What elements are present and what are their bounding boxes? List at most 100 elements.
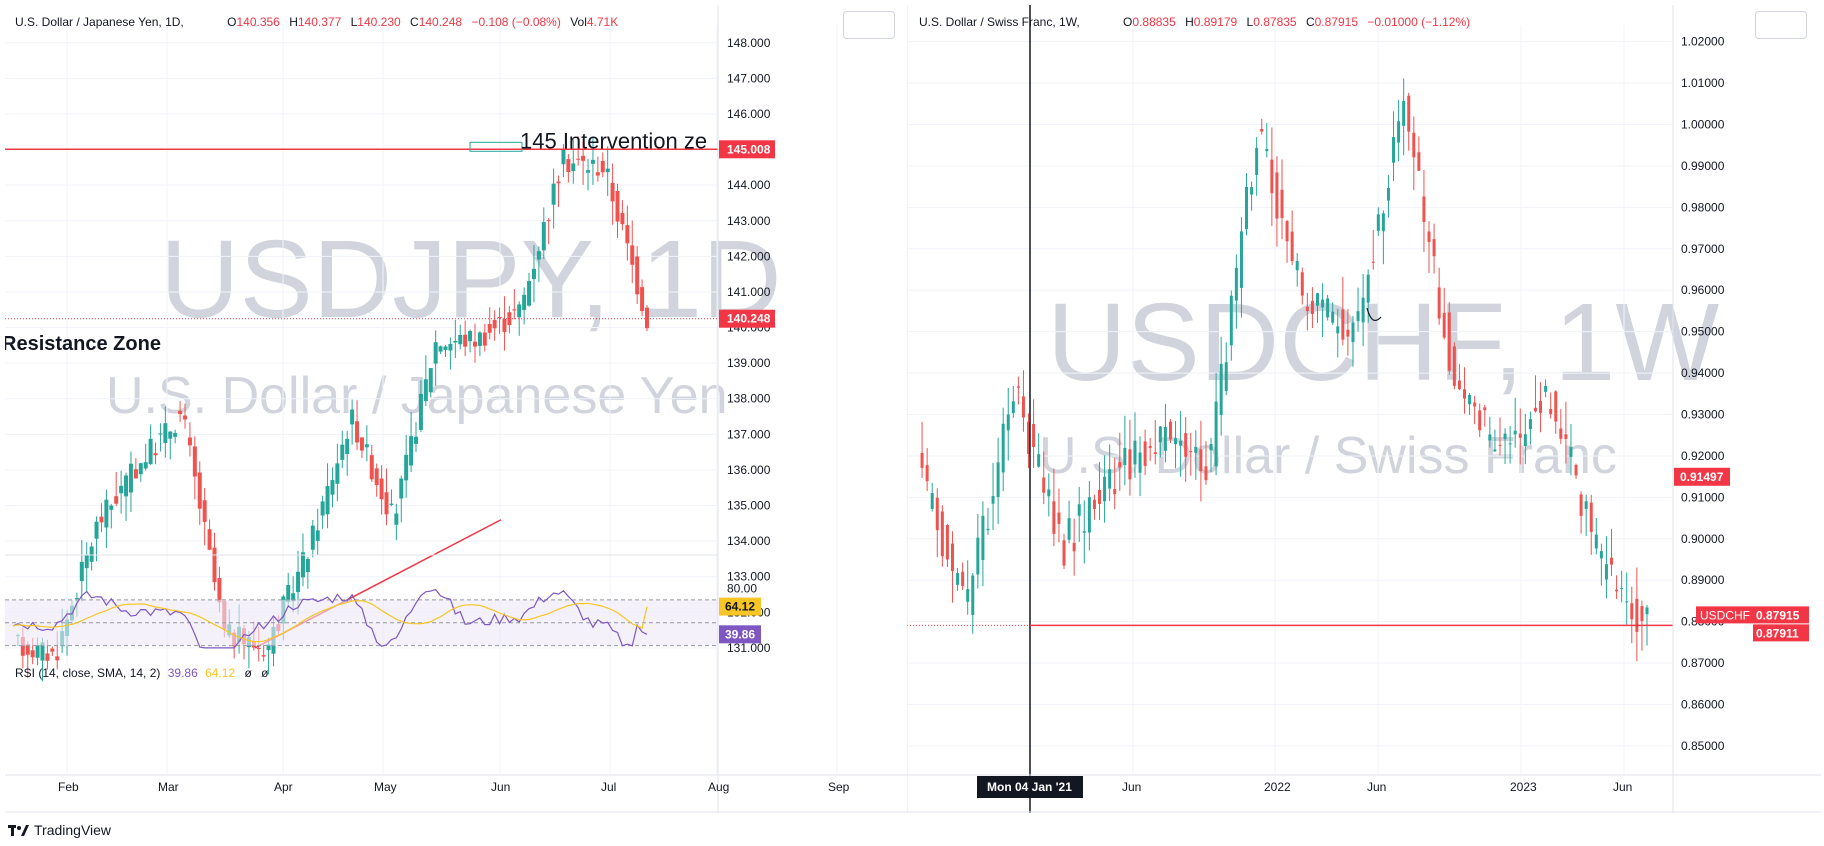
candle-body <box>310 525 315 550</box>
candle-body <box>1179 440 1183 446</box>
chart-settings-button[interactable] <box>1755 11 1807 39</box>
candle <box>414 422 419 452</box>
candle-body <box>930 493 934 509</box>
candle-body <box>635 256 640 295</box>
candle <box>1346 308 1350 356</box>
price-level-tag-text: 145.008 <box>727 142 771 156</box>
candle-body <box>1042 477 1046 493</box>
candle-body <box>640 287 645 312</box>
candle <box>1168 419 1172 444</box>
line-price-tag-text: 0.87911 <box>1756 626 1799 640</box>
candle <box>1280 159 1284 240</box>
candle <box>1001 407 1005 492</box>
candle-body <box>261 655 266 657</box>
candle <box>99 503 104 533</box>
candle <box>153 442 158 465</box>
candle-body <box>477 332 482 346</box>
open-label: O <box>227 15 237 29</box>
candle <box>1503 428 1507 465</box>
price-tick-label: 1.00000 <box>1681 117 1725 131</box>
candle-body <box>1579 494 1583 516</box>
volume-label: Vol <box>570 15 587 29</box>
candle <box>1376 207 1380 236</box>
candle <box>517 301 522 336</box>
candle <box>1245 173 1249 236</box>
candle-body <box>1006 414 1010 431</box>
candle <box>1331 302 1335 325</box>
candle <box>1229 290 1233 361</box>
candle <box>536 246 541 282</box>
candle <box>1270 127 1274 226</box>
candle <box>114 471 119 507</box>
candle <box>1630 586 1634 644</box>
candle <box>971 573 975 634</box>
candle-body <box>320 501 325 516</box>
candle <box>1599 543 1603 586</box>
candle-body <box>1549 409 1553 415</box>
candle-body <box>996 462 1000 497</box>
candle <box>1341 276 1345 346</box>
candle <box>330 467 335 508</box>
candle <box>1371 229 1375 270</box>
open-label: O <box>1123 15 1133 29</box>
high-value: 140.377 <box>297 15 342 29</box>
candle-body <box>399 478 404 499</box>
candle-body <box>1224 362 1228 391</box>
candle <box>546 218 551 245</box>
candle <box>1082 500 1086 564</box>
last-price-tag <box>1753 606 1809 624</box>
candle-body <box>315 530 320 541</box>
open-value: 0.88835 <box>1132 15 1176 29</box>
candle-body <box>414 436 419 444</box>
chart-settings-button[interactable] <box>843 11 895 39</box>
candle <box>1584 494 1588 537</box>
candle <box>305 556 310 589</box>
candle <box>94 516 99 562</box>
candle-body <box>1305 306 1309 312</box>
candle-body <box>1488 434 1492 441</box>
candle-body <box>438 346 443 352</box>
price-tick-label: 137.000 <box>727 427 771 441</box>
candle <box>1098 462 1101 521</box>
candle <box>527 272 532 307</box>
candle <box>625 205 630 261</box>
candle <box>25 641 30 679</box>
candle <box>433 330 438 386</box>
candle-body <box>522 294 527 310</box>
usdjpy-symbol-name: U.S. Dollar / Japanese Yen, 1D, <box>15 15 184 29</box>
candle-body <box>468 331 473 342</box>
candle-body <box>991 496 995 504</box>
price-tick-label: 0.97000 <box>1681 242 1725 256</box>
candle <box>620 200 625 231</box>
candle-body <box>1168 421 1172 440</box>
price-tick-label: 0.96000 <box>1681 283 1725 297</box>
candle <box>315 508 320 556</box>
intervention-zone-box[interactable] <box>469 141 523 152</box>
candle-body <box>615 191 620 222</box>
candle-body <box>1103 476 1107 502</box>
last-price-tag <box>719 309 775 328</box>
candle <box>1052 468 1056 547</box>
candle-body <box>1021 396 1025 418</box>
candle-body <box>1463 389 1466 399</box>
candle <box>1108 444 1112 502</box>
candle <box>502 296 507 351</box>
time-tick-label: Jun <box>1613 780 1632 794</box>
candle <box>399 475 404 523</box>
candle-body <box>1082 531 1086 533</box>
candle <box>1437 267 1441 325</box>
last-price-tag-text: 140.248 <box>727 312 771 326</box>
candle-body <box>1569 446 1573 457</box>
candle-body <box>925 465 929 482</box>
candle <box>1032 399 1036 468</box>
candle-body <box>202 500 207 522</box>
candle <box>1478 403 1482 437</box>
price-tick-label: 141.000 <box>727 285 771 299</box>
candle <box>1275 156 1279 247</box>
candle <box>143 443 148 471</box>
tradingview-logo-icon <box>8 825 29 836</box>
candle-body <box>600 160 605 173</box>
candle-body <box>1361 297 1365 323</box>
candle <box>1184 416 1188 482</box>
candle-body <box>1315 293 1319 306</box>
